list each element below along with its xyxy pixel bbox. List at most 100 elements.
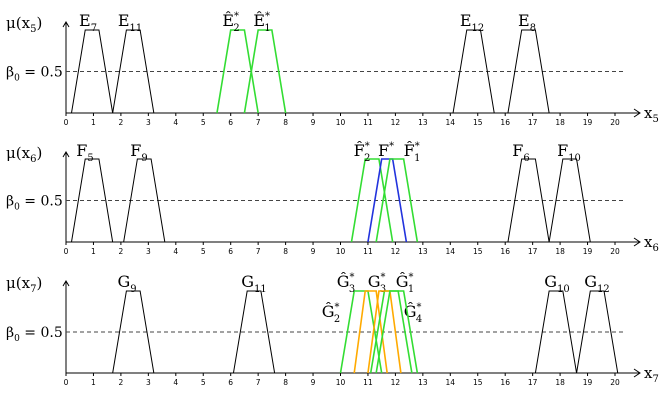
series-label: F6 xyxy=(512,141,529,164)
x-tick-label: 1 xyxy=(91,118,96,127)
x-tick-label: 15 xyxy=(473,247,483,256)
x-tick-label: 1 xyxy=(91,247,96,256)
series-label: G* 3 xyxy=(368,272,386,295)
x-tick-label: 3 xyxy=(146,378,151,387)
x-axis-label-sub: 6 xyxy=(652,243,658,254)
y-axis-label: μ(x6) xyxy=(6,144,42,165)
x-axis-label-sub: 7 xyxy=(652,374,658,385)
series-label-main: E xyxy=(118,11,130,30)
x-tick-label: 9 xyxy=(311,118,316,127)
x-tick-label: 8 xyxy=(283,118,288,127)
x-tick-label: 7 xyxy=(256,378,261,387)
x-tick-label: 2 xyxy=(119,378,124,387)
series-label: E11 xyxy=(118,11,142,34)
x-tick-label: 5 xyxy=(201,378,206,387)
fuzzy-set-G11 xyxy=(232,290,276,374)
series-label-sub: 4 xyxy=(416,314,422,325)
x-tick-label: 4 xyxy=(173,247,178,256)
fuzzy-set-E7 xyxy=(70,29,114,114)
series-label-sup: * xyxy=(234,11,239,22)
x-tick-label: 8 xyxy=(283,247,288,256)
threshold-label-sub: 0 xyxy=(14,203,20,213)
y-axis-arrow xyxy=(62,280,70,287)
series-label-sub: 1 xyxy=(414,153,420,164)
series-label: Ĝ* 2 xyxy=(322,301,340,325)
x-tick-label: 4 xyxy=(173,118,178,127)
series-label-sub: 2 xyxy=(364,153,370,164)
x-tick-label: 18 xyxy=(555,118,565,127)
fuzzy-set-F9 xyxy=(123,158,166,243)
series-label-main: Ĝ xyxy=(322,301,335,321)
series-label: Ĝ* 3 xyxy=(337,271,355,295)
x-tick-label: 20 xyxy=(610,247,620,256)
series-label-main: F xyxy=(378,141,389,160)
x-tick-label: 3 xyxy=(146,247,151,256)
x-axis-arrow xyxy=(633,108,641,118)
x-axis-label-main: x xyxy=(644,233,653,251)
series-label: E7 xyxy=(79,11,97,34)
y-axis-label: μ(x5) xyxy=(6,14,42,35)
x-tick-label: 0 xyxy=(64,247,69,256)
y-axis-label-mu: μ(x xyxy=(6,14,31,32)
x-tick-label: 9 xyxy=(311,378,316,387)
x-tick-label: 11 xyxy=(363,247,373,256)
series-label-main: F xyxy=(130,141,141,160)
series-label-main: F̂ xyxy=(404,141,415,160)
series-label-sub: 1 xyxy=(408,284,414,295)
series-label: F5 xyxy=(76,141,93,164)
x-tick-label: 14 xyxy=(446,378,456,387)
y-axis-label-close: ) xyxy=(36,144,42,162)
series-label-sub: 3 xyxy=(349,284,355,295)
fuzzy-set-E11 xyxy=(112,29,155,114)
x-tick-label: 4 xyxy=(173,378,178,387)
x-tick-label: 10 xyxy=(336,378,346,387)
fuzzy-set-F10 xyxy=(548,158,591,243)
series-label-sub: 10 xyxy=(557,284,570,295)
x-tick-label: 19 xyxy=(583,247,593,256)
fuzzy-set-Ĝ4* xyxy=(367,290,402,374)
threshold-label-beta: β xyxy=(6,325,14,341)
fuzzy-set-Ê1* xyxy=(243,29,287,114)
series-label: G12 xyxy=(584,272,609,295)
y-axis-label-sub: 6 xyxy=(30,154,36,165)
x-tick-label: 18 xyxy=(555,378,565,387)
x-tick-label: 9 xyxy=(311,247,316,256)
x-tick-label: 11 xyxy=(363,378,373,387)
threshold-label: β0 = 0.5 xyxy=(6,194,63,213)
x-tick-label: 7 xyxy=(256,118,261,127)
series-label-sub: 1 xyxy=(264,23,270,34)
series-label-sub: 5 xyxy=(87,153,93,164)
series-label-main: F xyxy=(76,141,87,160)
series-label-main: Ê xyxy=(253,10,265,30)
x-tick-label: 13 xyxy=(418,247,428,256)
x-axis-label: x6 xyxy=(644,233,659,254)
x-tick-label: 10 xyxy=(336,118,346,127)
y-axis-label-sub: 5 xyxy=(30,24,36,35)
y-axis-label-sub: 7 xyxy=(30,284,36,295)
series-label-sub: 11 xyxy=(254,284,267,295)
series-label: E8 xyxy=(518,11,536,34)
x-axis-label-sub: 5 xyxy=(652,114,658,125)
y-axis-label-mu: μ(x xyxy=(6,144,31,162)
x-tick-label: 13 xyxy=(418,378,428,387)
x-tick-label: 16 xyxy=(500,247,510,256)
x-tick-label: 19 xyxy=(583,118,593,127)
series-label-sub: 12 xyxy=(597,284,610,295)
series-label: F9 xyxy=(130,141,147,164)
series-label-main: F xyxy=(512,141,523,160)
x-tick-label: 6 xyxy=(228,247,233,256)
series-label: F̂* 2 xyxy=(354,141,371,164)
x-tick-label: 13 xyxy=(418,118,428,127)
x-tick-label: 11 xyxy=(363,118,373,127)
series-label-sub: 2 xyxy=(233,23,239,34)
series-label: F10 xyxy=(557,141,581,164)
series-label-main: G xyxy=(241,272,254,291)
x-axis-arrow xyxy=(633,368,641,378)
threshold-label-beta: β xyxy=(6,65,14,81)
x-tick-label: 1 xyxy=(91,378,96,387)
series-label-sub: 12 xyxy=(472,23,485,34)
series-label: Ĝ* 4 xyxy=(404,301,422,325)
fuzzy-set-F̂1* xyxy=(375,158,419,243)
series-label-main: G xyxy=(117,272,130,291)
series-label-sub: 7 xyxy=(91,23,97,34)
